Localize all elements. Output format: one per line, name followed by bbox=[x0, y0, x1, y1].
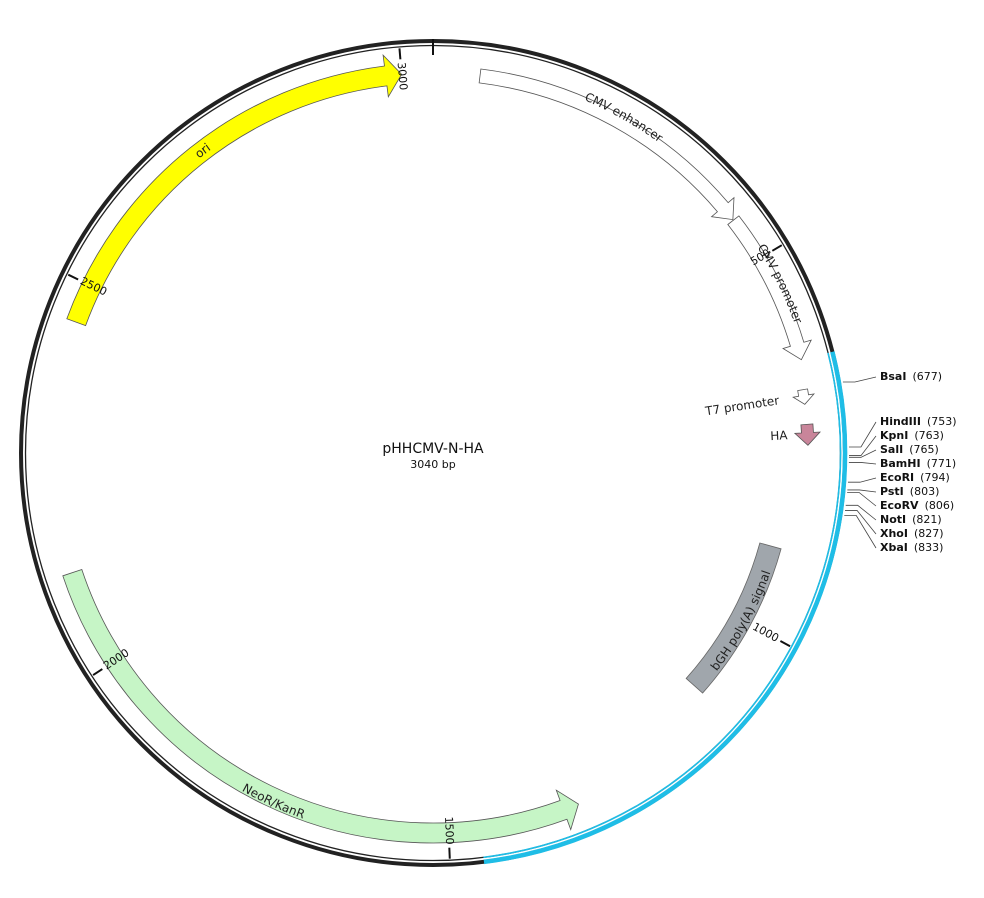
feature-bgh-arrow bbox=[685, 542, 782, 694]
plasmid-name: pHHCMV-N-HA bbox=[382, 441, 484, 457]
site-label-bamhi: BamHI (771) bbox=[880, 457, 956, 470]
plasmid-center-label: pHHCMV-N-HA 3040 bp bbox=[382, 441, 484, 471]
insert-region-inner bbox=[483, 352, 842, 859]
site-connector-ecori bbox=[847, 477, 877, 483]
site-connector-hindiii bbox=[848, 421, 877, 448]
feature-ori-arrow bbox=[66, 53, 403, 327]
site-connector-bsai bbox=[842, 376, 877, 383]
site-connector-sali bbox=[848, 449, 877, 458]
feature-ha-label: HA bbox=[770, 428, 789, 443]
site-connector-ecorv bbox=[847, 492, 877, 507]
site-label-bsai: BsaI (677) bbox=[880, 370, 942, 383]
feature-cmv-enhancer-arrow bbox=[478, 68, 735, 221]
feature-cmv-promoter-arrow bbox=[727, 215, 812, 361]
site-label-noti: NotI (821) bbox=[880, 513, 942, 526]
feature-t7-promoter-arrow bbox=[792, 388, 815, 405]
feature-bgh-label: bGH poly(A) signal bbox=[707, 568, 773, 673]
tick-mark-1000 bbox=[779, 640, 791, 648]
tick-mark-2500 bbox=[67, 273, 79, 281]
site-label-xbai: XbaI (833) bbox=[880, 541, 943, 554]
site-label-xhoi: XhoI (827) bbox=[880, 527, 944, 540]
site-connector-xbai bbox=[844, 515, 877, 549]
tick-mark-2000 bbox=[92, 668, 103, 676]
tick-label-1500: 1500 bbox=[442, 816, 456, 845]
site-label-sali: SalI (765) bbox=[880, 443, 939, 456]
tick-label-1000: 1000 bbox=[750, 620, 781, 645]
site-connector-psti bbox=[847, 489, 877, 493]
tick-mark-500 bbox=[771, 244, 783, 252]
site-label-ecorv: EcoRV (806) bbox=[880, 499, 954, 512]
plasmid-size: 3040 bp bbox=[410, 458, 455, 471]
tick-label-3000: 3000 bbox=[395, 62, 410, 91]
feature-neor-arrow bbox=[62, 569, 579, 844]
site-label-ecori: EcoRI (794) bbox=[880, 471, 950, 484]
site-connector-bamhi bbox=[848, 462, 877, 465]
insert-region-outer bbox=[483, 351, 848, 865]
site-connector-xhoi bbox=[845, 510, 877, 535]
site-connector-noti bbox=[845, 504, 877, 521]
backbone bbox=[19, 39, 848, 867]
site-connector-kpni bbox=[848, 435, 877, 456]
tick-mark-3000 bbox=[398, 48, 402, 60]
feature-ha-arrow bbox=[793, 423, 821, 446]
restriction-sites: BsaI (677) HindIII (753)KpnI (763)SalI (765)B… bbox=[842, 370, 957, 554]
feature-t7-promoter-label: T7 promoter bbox=[703, 393, 780, 418]
site-label-kpni: KpnI (763) bbox=[880, 429, 944, 442]
site-label-hindiii: HindIII (753) bbox=[880, 415, 957, 428]
site-label-psti: PstI (803) bbox=[880, 485, 939, 498]
